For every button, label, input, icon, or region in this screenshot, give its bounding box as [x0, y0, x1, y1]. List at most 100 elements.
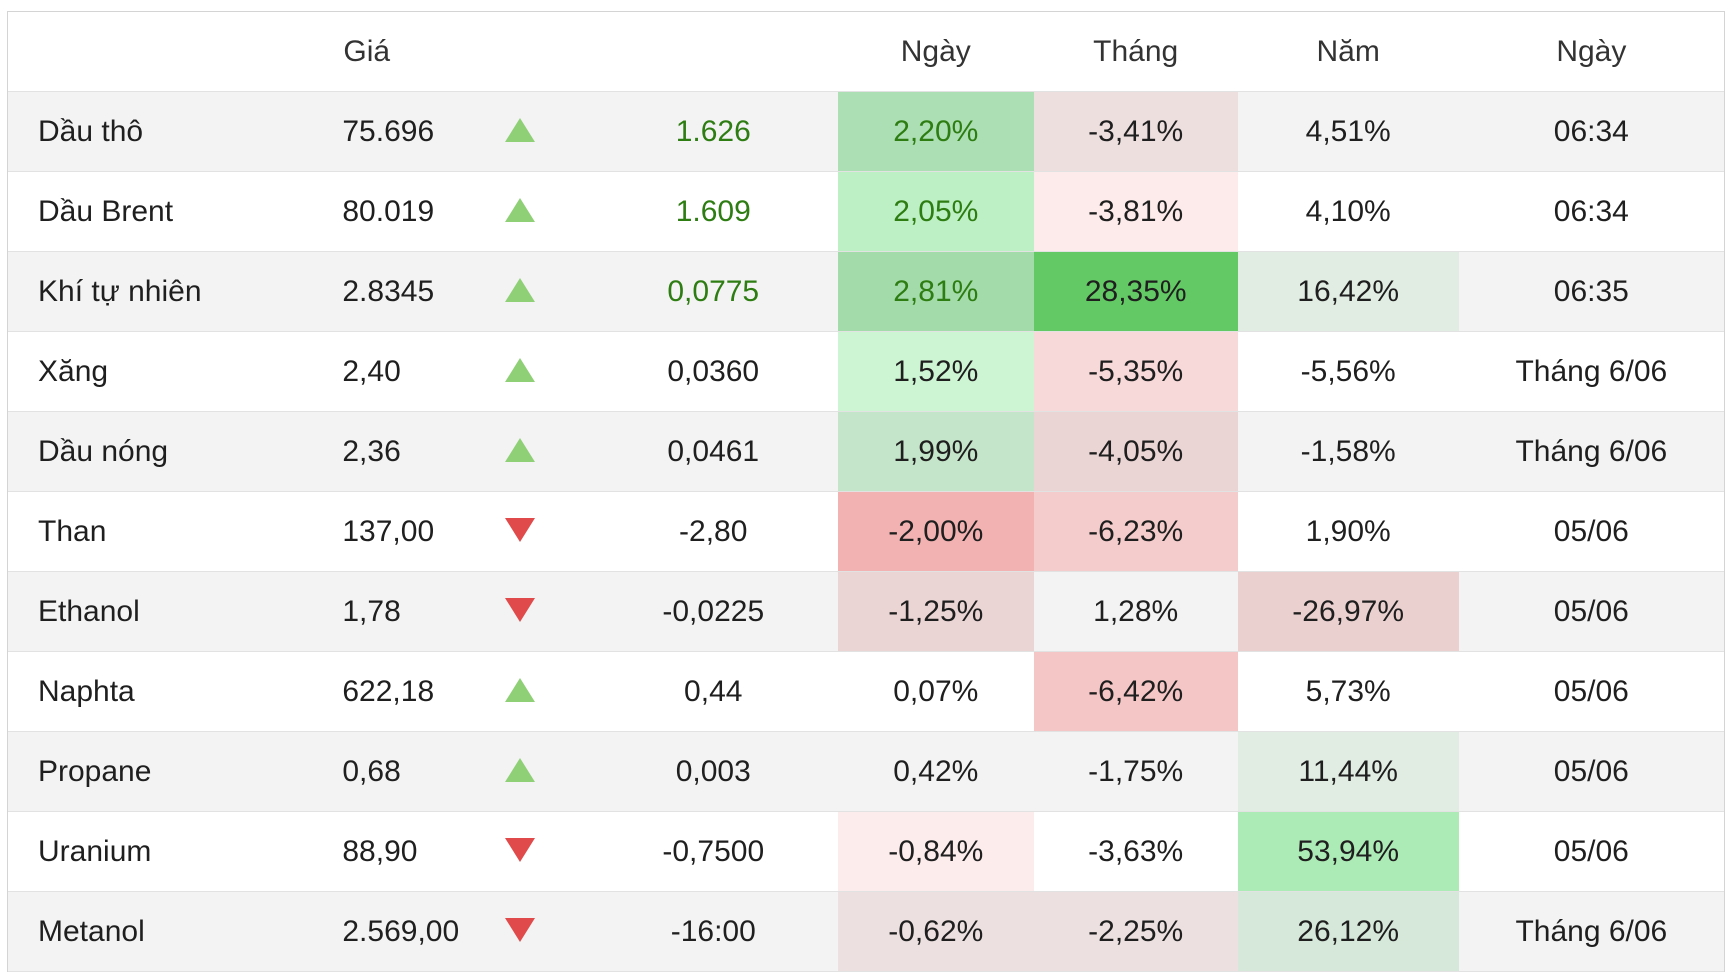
day-pct-value: -1,25%	[837, 571, 1034, 652]
commodities-table: Giá Ngày Tháng Năm Ngày Dầu thô 75.696 1…	[8, 12, 1724, 972]
triangle-up-icon	[505, 197, 536, 222]
header-date[interactable]: Ngày	[1458, 12, 1724, 92]
table-row[interactable]: Ethanol 1,78 -0,0225 -1,25% 1,28% -26,97…	[8, 571, 1724, 652]
commodity-name[interactable]: Metanol	[8, 891, 306, 972]
month-pct-value: -3,63%	[1033, 811, 1238, 892]
commodity-name[interactable]: Uranium	[8, 811, 306, 892]
commodity-name[interactable]: Xăng	[8, 331, 306, 412]
header-change[interactable]	[588, 12, 838, 92]
date-value: 05/06	[1458, 651, 1724, 732]
header-arrow	[496, 12, 589, 92]
table-row[interactable]: Xăng 2,40 0,0360 1,52% -5,35% -5,56% Thá…	[8, 331, 1724, 412]
change-value: 0,0775	[588, 251, 838, 332]
change-value: 1.626	[588, 91, 838, 172]
year-pct-value: 16,42%	[1237, 251, 1459, 332]
table-row[interactable]: Than 137,00 -2,80 -2,00% -6,23% 1,90% 05…	[8, 491, 1724, 572]
direction-cell	[496, 171, 589, 252]
price-value: 88,90	[305, 811, 497, 892]
change-value: -2,80	[588, 491, 838, 572]
month-pct-value: -4,05%	[1033, 411, 1238, 492]
date-value: 06:34	[1458, 91, 1724, 172]
day-pct-value: 2,20%	[837, 91, 1034, 172]
direction-cell	[496, 731, 589, 812]
commodities-table-container: Giá Ngày Tháng Năm Ngày Dầu thô 75.696 1…	[7, 11, 1725, 972]
commodity-name[interactable]: Dầu thô	[8, 91, 306, 172]
commodity-name[interactable]: Khí tự nhiên	[8, 251, 306, 332]
triangle-down-icon	[505, 837, 536, 862]
table-row[interactable]: Uranium 88,90 -0,7500 -0,84% -3,63% 53,9…	[8, 811, 1724, 892]
triangle-up-icon	[505, 117, 536, 142]
price-value: 80.019	[305, 171, 497, 252]
day-pct-value: 2,05%	[837, 171, 1034, 252]
date-value: Tháng 6/06	[1458, 331, 1724, 412]
commodity-name[interactable]: Dầu Brent	[8, 171, 306, 252]
commodity-name[interactable]: Naphta	[8, 651, 306, 732]
commodity-name[interactable]: Ethanol	[8, 571, 306, 652]
day-pct-value: -2,00%	[837, 491, 1034, 572]
change-value: 0,44	[588, 651, 838, 732]
price-value: 2.8345	[305, 251, 497, 332]
change-value: -0,0225	[588, 571, 838, 652]
direction-cell	[496, 251, 589, 332]
price-value: 0,68	[305, 731, 497, 812]
direction-cell	[496, 91, 589, 172]
triangle-up-icon	[505, 677, 536, 702]
date-value: Tháng 6/06	[1458, 411, 1724, 492]
table-row[interactable]: Dầu nóng 2,36 0,0461 1,99% -4,05% -1,58%…	[8, 411, 1724, 492]
date-value: 05/06	[1458, 571, 1724, 652]
commodity-name[interactable]: Dầu nóng	[8, 411, 306, 492]
table-body: Dầu thô 75.696 1.626 2,20% -3,41% 4,51% …	[8, 91, 1724, 972]
table-row[interactable]: Propane 0,68 0,003 0,42% -1,75% 11,44% 0…	[8, 731, 1724, 812]
table-row[interactable]: Dầu Brent 80.019 1.609 2,05% -3,81% 4,10…	[8, 171, 1724, 252]
year-pct-value: 4,51%	[1237, 91, 1459, 172]
table-row[interactable]: Khí tự nhiên 2.8345 0,0775 2,81% 28,35% …	[8, 251, 1724, 332]
day-pct-value: 2,81%	[837, 251, 1034, 332]
month-pct-value: -2,25%	[1033, 891, 1238, 972]
triangle-up-icon	[505, 277, 536, 302]
change-value: 0,0461	[588, 411, 838, 492]
change-value: -16:00	[588, 891, 838, 972]
price-value: 2,36	[305, 411, 497, 492]
date-value: Tháng 6/06	[1458, 891, 1724, 972]
price-value: 2.569,00	[305, 891, 497, 972]
day-pct-value: -0,62%	[837, 891, 1034, 972]
direction-cell	[496, 331, 589, 412]
commodity-name[interactable]: Than	[8, 491, 306, 572]
date-value: 05/06	[1458, 491, 1724, 572]
header-year-pct[interactable]: Năm	[1237, 12, 1459, 92]
day-pct-value: 1,99%	[837, 411, 1034, 492]
header-price[interactable]: Giá	[305, 12, 497, 92]
commodity-name[interactable]: Propane	[8, 731, 306, 812]
triangle-down-icon	[505, 597, 536, 622]
table-row[interactable]: Dầu thô 75.696 1.626 2,20% -3,41% 4,51% …	[8, 91, 1724, 172]
direction-cell	[496, 651, 589, 732]
direction-cell	[496, 491, 589, 572]
direction-cell	[496, 571, 589, 652]
change-value: 0,003	[588, 731, 838, 812]
header-month-pct[interactable]: Tháng	[1033, 12, 1238, 92]
triangle-up-icon	[505, 757, 536, 782]
year-pct-value: -1,58%	[1237, 411, 1459, 492]
header-name[interactable]	[8, 12, 306, 92]
month-pct-value: -1,75%	[1033, 731, 1238, 812]
month-pct-value: -6,42%	[1033, 651, 1238, 732]
date-value: 06:34	[1458, 171, 1724, 252]
table-row[interactable]: Metanol 2.569,00 -16:00 -0,62% -2,25% 26…	[8, 891, 1724, 972]
direction-cell	[496, 891, 589, 972]
month-pct-value: -5,35%	[1033, 331, 1238, 412]
header-day-pct[interactable]: Ngày	[837, 12, 1034, 92]
year-pct-value: 1,90%	[1237, 491, 1459, 572]
day-pct-value: 0,07%	[837, 651, 1034, 732]
price-value: 75.696	[305, 91, 497, 172]
price-value: 137,00	[305, 491, 497, 572]
date-value: 05/06	[1458, 731, 1724, 812]
table-row[interactable]: Naphta 622,18 0,44 0,07% -6,42% 5,73% 05…	[8, 651, 1724, 732]
triangle-up-icon	[505, 437, 536, 462]
year-pct-value: 26,12%	[1237, 891, 1459, 972]
year-pct-value: 4,10%	[1237, 171, 1459, 252]
month-pct-value: 1,28%	[1033, 571, 1238, 652]
month-pct-value: 28,35%	[1033, 251, 1238, 332]
triangle-down-icon	[505, 917, 536, 942]
price-value: 622,18	[305, 651, 497, 732]
date-value: 05/06	[1458, 811, 1724, 892]
